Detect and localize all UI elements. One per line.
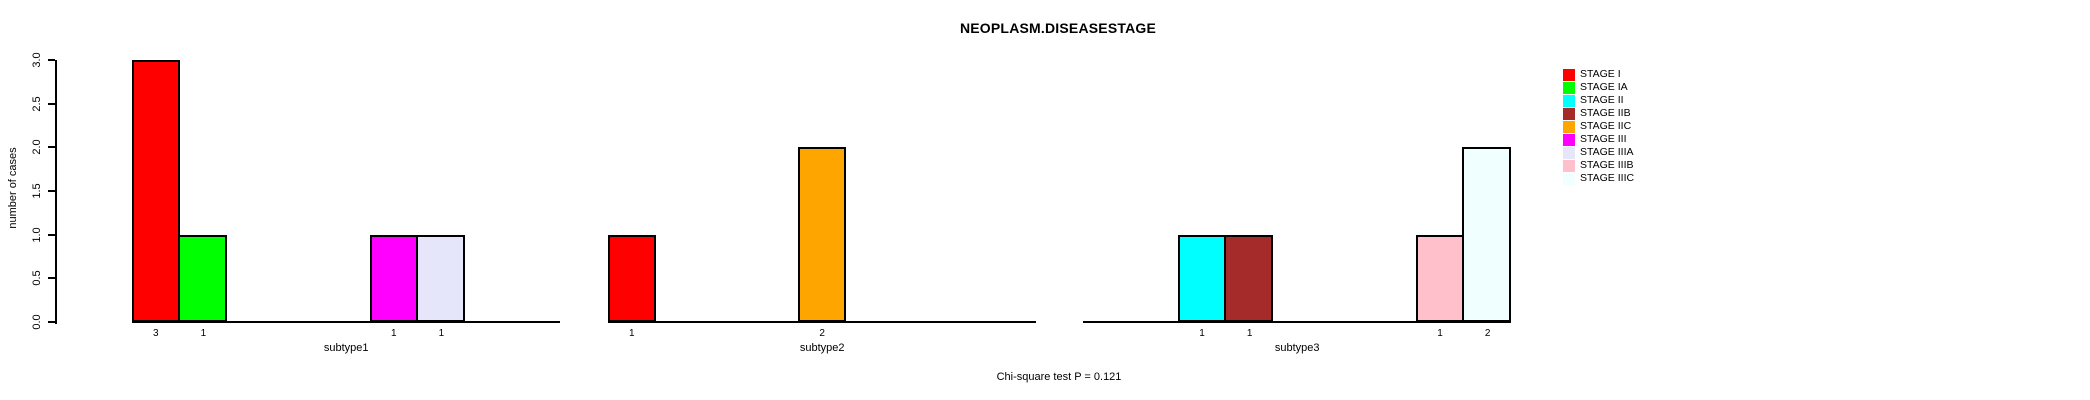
legend-item: STAGE II [1563,94,1634,107]
y-tick-label: 1.5 [31,183,43,199]
bar [132,60,180,322]
legend-item: STAGE IIIC [1563,172,1634,185]
legend-swatch [1563,159,1575,172]
legend-item: STAGE I [1563,68,1634,81]
y-tick [48,190,55,192]
chi-square-note: Chi-square test P = 0.121 [996,371,1122,383]
bar-count-label: 2 [1484,328,1491,339]
y-tick [48,277,55,280]
legend-label: STAGE IIB [1580,107,1631,119]
y-tick-label: 0.5 [31,270,43,286]
legend-swatch [1563,146,1575,159]
bar [1416,234,1464,322]
bar [608,234,656,322]
x-axis-panel-label: subtype1 [323,342,369,354]
bar [177,234,228,322]
legend-item: STAGE IA [1563,81,1634,94]
x-axis-panel-label: subtype3 [1274,342,1320,354]
bar-count-label: 1 [1437,328,1443,339]
bar-count-label: 2 [819,328,825,339]
legend-item: STAGE IIC [1563,120,1634,133]
legend-label: STAGE IIIB [1580,159,1634,171]
bar [1461,147,1512,322]
legend-label: STAGE IIIA [1580,146,1634,158]
legend-item: STAGE IIIA [1563,146,1634,159]
y-tick-label: 3.0 [31,52,43,68]
legend-label: STAGE IIIC [1580,172,1635,184]
bar-count-label: 1 [391,328,397,339]
bar-count-label: 1 [438,328,445,339]
bar-count-label: 1 [200,328,207,339]
y-tick-label: 0.0 [31,314,43,330]
x-baseline [132,321,561,323]
legend-label: STAGE IIC [1580,120,1632,132]
legend-item: STAGE IIIB [1563,159,1634,172]
bar [415,234,466,322]
chart-title: NEOPLASM.DISEASESTAGE [959,20,1157,36]
y-tick [48,321,55,323]
y-tick [48,102,55,105]
legend-swatch [1563,133,1575,146]
bar [1178,234,1226,322]
legend-swatch [1563,81,1575,94]
x-baseline [1083,321,1512,323]
y-axis-line [55,60,57,324]
y-tick [48,59,55,61]
y-tick-label: 2.5 [31,96,43,112]
legend-swatch [1563,107,1575,120]
bar [798,147,846,322]
legend-swatch [1563,94,1575,107]
bar-count-label: 1 [1246,328,1253,339]
bar-count-label: 1 [1199,328,1205,339]
legend-label: STAGE II [1580,94,1624,106]
legend-swatch [1563,120,1575,133]
x-baseline [608,321,1037,323]
y-tick [48,233,55,236]
legend-swatch [1563,172,1575,185]
legend-item: STAGE III [1563,133,1634,146]
bar-count-label: 1 [629,328,635,339]
legend-item: STAGE IIB [1563,107,1634,120]
legend-label: STAGE III [1580,133,1627,145]
bar-count-label: 3 [153,328,159,339]
x-axis-panel-label: subtype2 [799,342,845,354]
legend-label: STAGE IA [1580,81,1628,93]
legend-label: STAGE I [1580,68,1621,80]
y-tick-label: 1.0 [31,227,43,243]
y-tick-label: 2.0 [31,139,43,155]
y-tick [48,146,55,149]
legend-swatch [1563,68,1575,81]
bar [370,234,418,322]
legend: STAGE I STAGE IA STAGE II STAGE IIB STAGE II… [1563,68,1634,185]
bar [1223,234,1274,322]
